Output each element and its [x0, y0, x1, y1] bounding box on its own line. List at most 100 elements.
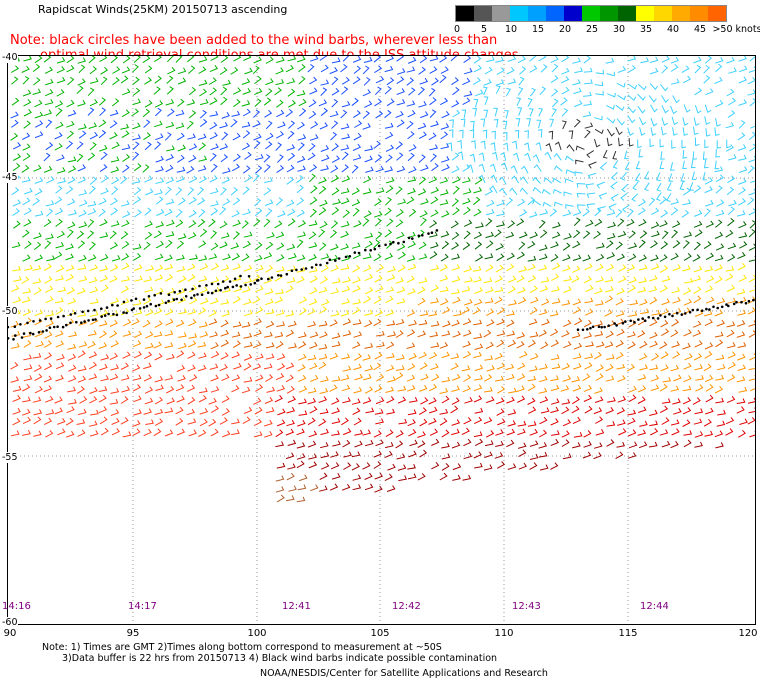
wind-barb — [576, 204, 586, 209]
wind-barb — [362, 65, 370, 75]
wind-barb — [683, 362, 692, 370]
wind-barb — [470, 120, 475, 130]
wind-barb — [55, 185, 63, 194]
wind-barb — [231, 110, 241, 117]
wind-barb — [599, 162, 607, 171]
wind-barb — [319, 485, 328, 492]
wind-barb — [209, 121, 218, 130]
wind-barb — [242, 130, 251, 139]
wind-barb — [210, 262, 219, 271]
wind-barb — [253, 397, 262, 405]
contamination-circle — [621, 322, 625, 325]
wind-barb — [747, 307, 755, 315]
wind-barb — [431, 163, 439, 172]
wind-barb — [574, 67, 583, 74]
wind-barb — [133, 330, 143, 338]
wind-barb — [495, 243, 504, 251]
wind-barb — [483, 96, 489, 105]
wind-barb — [187, 351, 196, 359]
wind-barb — [286, 277, 296, 284]
wind-barb — [100, 66, 109, 75]
wind-barb — [99, 56, 108, 63]
wind-barb — [475, 253, 484, 262]
wind-barb — [670, 385, 680, 392]
wind-barb — [451, 275, 461, 283]
wind-barb — [738, 386, 748, 393]
wind-barb — [552, 221, 561, 229]
contamination-circle — [100, 307, 103, 310]
wind-barb — [199, 387, 208, 394]
wind-barb — [298, 332, 307, 339]
wind-barb — [66, 56, 75, 64]
wind-barb — [373, 318, 382, 327]
wind-barb — [419, 362, 428, 370]
wind-barb — [244, 67, 253, 75]
wind-barb — [519, 66, 527, 75]
wind-barb — [507, 56, 517, 62]
wind-barb — [156, 208, 165, 216]
wind-barb — [132, 122, 141, 130]
wind-barb — [109, 230, 117, 239]
wind-barb — [583, 67, 593, 73]
wind-barb — [714, 264, 723, 272]
wind-barb — [24, 187, 33, 195]
wind-barb — [55, 374, 64, 382]
wind-barb — [178, 197, 186, 206]
wind-barb — [155, 177, 165, 184]
wind-barb — [440, 298, 449, 306]
wind-barb — [176, 265, 186, 272]
wind-barb — [65, 264, 75, 272]
wind-barb — [408, 166, 417, 174]
wind-barb — [263, 363, 273, 370]
wind-barb — [648, 197, 656, 207]
wind-barb — [242, 108, 251, 117]
wind-barb — [486, 56, 495, 63]
wind-barb — [164, 132, 172, 141]
wind-barb — [276, 109, 285, 118]
wind-barb — [670, 329, 679, 338]
wind-barb — [450, 405, 459, 414]
wind-barb — [341, 164, 349, 173]
wind-barb — [661, 440, 671, 448]
contamination-circle — [310, 266, 314, 269]
wind-barb — [45, 409, 55, 416]
wind-barb — [165, 273, 173, 282]
time-label-4: 12:42 — [392, 601, 421, 612]
wind-barb — [505, 87, 511, 97]
contamination-circle — [19, 323, 22, 326]
legend-swatch — [474, 6, 492, 21]
wind-barb — [572, 209, 582, 216]
wind-barb — [518, 449, 527, 458]
wind-barb — [582, 208, 590, 217]
wind-barb — [332, 440, 341, 447]
wind-barb — [351, 242, 361, 249]
wind-barb — [120, 285, 129, 294]
wind-barb — [351, 398, 361, 405]
wind-barb — [452, 207, 460, 216]
wind-barb — [606, 252, 616, 260]
wind-barb — [649, 56, 659, 63]
wind-barb — [122, 431, 132, 438]
wind-barb — [494, 275, 503, 283]
wind-barb — [11, 119, 19, 128]
wind-barb — [276, 130, 284, 139]
wind-barb — [407, 363, 416, 371]
wind-barb — [374, 385, 383, 393]
contamination-circle — [200, 293, 204, 296]
wind-barb — [109, 373, 119, 381]
wind-barb — [507, 285, 516, 294]
wind-barb — [627, 208, 634, 218]
wind-barb — [550, 241, 559, 249]
wind-barb — [738, 120, 746, 129]
wind-barb — [222, 167, 231, 174]
wind-barb — [407, 131, 415, 140]
wind-barb — [211, 405, 219, 414]
wind-barb — [24, 240, 32, 249]
wind-barb — [615, 241, 623, 250]
wind-barb — [639, 127, 646, 136]
contamination-circle — [364, 248, 367, 252]
wind-barb — [749, 353, 755, 361]
wind-barb — [164, 308, 174, 316]
wind-barb — [532, 154, 540, 163]
contamination-circle — [22, 332, 26, 335]
